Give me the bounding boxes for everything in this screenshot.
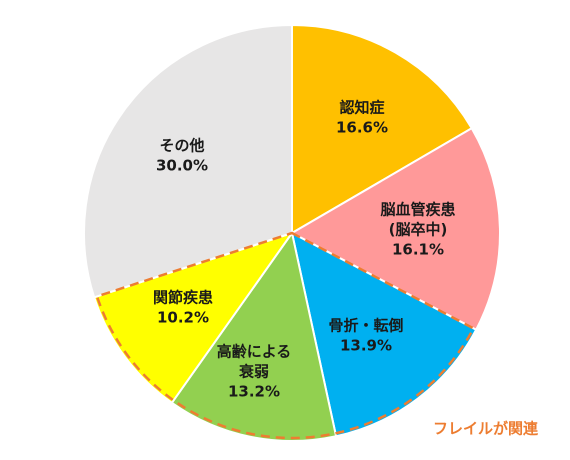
slice-label: 13.9% <box>340 337 392 355</box>
slice-label: 高齢による <box>217 343 292 361</box>
pie-slice <box>83 23 293 299</box>
slice-label: 認知症 <box>339 99 384 117</box>
pie-slice <box>289 126 501 332</box>
slice-label: 骨折・転倒 <box>328 317 403 335</box>
slice-label: 脳血管疾患 <box>380 201 455 219</box>
slice-label: 16.6% <box>336 119 388 137</box>
slice-label: 13.2% <box>228 383 280 401</box>
slice-label: 10.2% <box>157 309 209 327</box>
slice-label: 関節疾患 <box>153 289 213 307</box>
pie-labels: 認知症 16.6% 脳血管疾患 (脳卒中) 16.1% 骨折・転倒 13.9% 高齢による衰弱… <box>153 99 456 401</box>
slice-label: 衰弱 <box>238 363 269 381</box>
frail-outline-path <box>95 231 475 440</box>
slice-label: (脳卒中) <box>389 221 448 239</box>
slice-label: 16.1% <box>392 241 444 259</box>
annotation-label: フレイルが関連 <box>433 420 539 438</box>
pie-slice <box>92 231 295 405</box>
pie-slice <box>170 230 338 442</box>
pie-slice <box>291 23 474 235</box>
slice-label: 30.0% <box>156 157 208 175</box>
slice-label: その他 <box>159 137 204 155</box>
frail-outline <box>95 231 475 440</box>
